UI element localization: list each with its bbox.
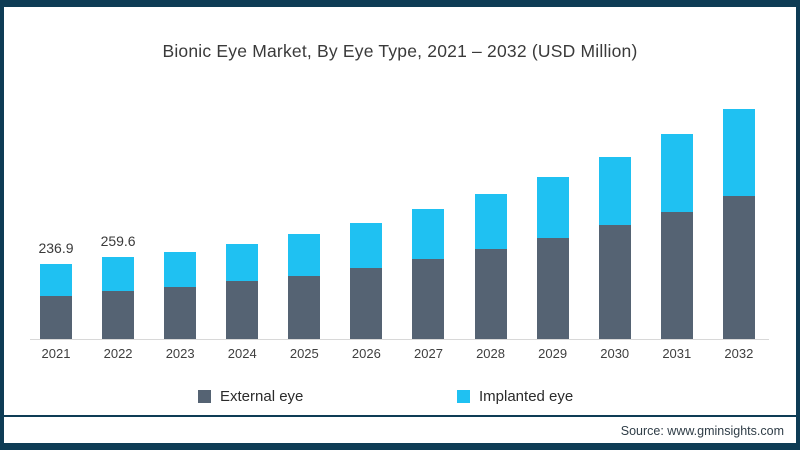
bar-segment-external-2021: [40, 295, 72, 339]
value-label-2021: 236.9: [38, 240, 74, 257]
bar-2029: [536, 176, 569, 339]
plot-area: 236.9 259.6 2021 2022 2023 2024 2025 2026 2027 2…: [30, 96, 769, 361]
bar-2025: [288, 234, 321, 339]
x-axis-labels: 2021 2022 2023 2024 2025 2026 2027 2028 2029 2030…: [40, 346, 755, 361]
bar-segment-external-2026: [350, 267, 383, 339]
x-tick-2026: 2026: [351, 346, 381, 361]
bar-segment-implanted-2026: [350, 222, 383, 268]
legend-item-implanted: Implanted eye: [457, 388, 573, 405]
bar-2021: 236.9: [38, 240, 74, 339]
x-tick-2028: 2028: [476, 346, 505, 361]
x-tick-2029: 2029: [538, 346, 568, 361]
legend-swatch-external-eye: [198, 390, 211, 403]
bar-segment-implanted-2032: [722, 109, 755, 196]
x-tick-2024: 2024: [227, 346, 257, 361]
bar-segment-external-2029: [536, 237, 569, 339]
bar-2031: [660, 134, 693, 339]
x-tick-2022: 2022: [103, 346, 133, 361]
legend-label-implanted-eye: Implanted eye: [479, 388, 574, 405]
footer-divider: [4, 415, 796, 417]
x-tick-2021: 2021: [41, 346, 71, 361]
bar-segment-external-2022: [102, 291, 135, 339]
x-tick-2030: 2030: [600, 346, 630, 361]
bar-segment-external-2023: [164, 287, 197, 339]
bar-segment-external-2027: [412, 259, 445, 339]
bar-segment-external-2032: [722, 196, 755, 339]
bar-segment-implanted-2025: [288, 234, 321, 276]
bar-segment-implanted-2027: [412, 209, 445, 259]
x-axis-line: [30, 339, 769, 340]
bar-segment-external-2025: [288, 275, 321, 339]
bar-segment-external-2024: [226, 281, 259, 339]
bar-2030: [598, 156, 631, 339]
legend: External eye Implanted eye: [4, 388, 796, 410]
bar-segment-external-2030: [598, 225, 631, 339]
x-tick-2032: 2032: [724, 346, 754, 361]
x-tick-2027: 2027: [414, 346, 443, 361]
bar-segment-implanted-2030: [598, 156, 631, 226]
bar-segment-implanted-2022: [102, 257, 135, 292]
bar-segment-implanted-2021: [40, 264, 72, 296]
bar-2032: [722, 109, 755, 339]
bar-2022: 259.6: [100, 233, 136, 339]
bar-2023: [164, 252, 197, 339]
legend-label-external-eye: External eye: [220, 388, 304, 405]
x-tick-2023: 2023: [165, 346, 195, 361]
legend-swatch-implanted-eye: [457, 390, 470, 403]
bar-segment-implanted-2029: [536, 176, 569, 238]
bar-segment-external-2031: [660, 212, 693, 339]
chart-title: Bionic Eye Market, By Eye Type, 2021 – 2…: [162, 41, 638, 61]
bar-2026: [350, 222, 383, 339]
bar-segment-implanted-2024: [226, 243, 259, 282]
bar-segment-implanted-2023: [164, 252, 197, 288]
bars-container: 236.9 259.6: [38, 96, 755, 339]
bar-2024: [226, 243, 259, 339]
value-label-2022: 259.6: [100, 233, 136, 250]
legend-item-external: External eye: [198, 388, 303, 405]
x-tick-2031: 2031: [662, 346, 692, 361]
bar-segment-implanted-2031: [660, 134, 693, 212]
bar-2027: [412, 209, 445, 339]
bar-2028: [474, 194, 507, 339]
x-tick-2025: 2025: [289, 346, 319, 361]
source-text: Source: www.gminsights.com: [620, 424, 784, 438]
bar-segment-implanted-2028: [474, 194, 507, 249]
bar-segment-external-2028: [474, 248, 507, 339]
